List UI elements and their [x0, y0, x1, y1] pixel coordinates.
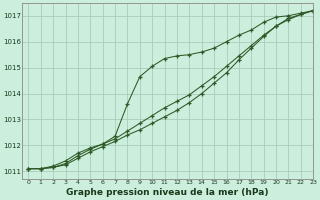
X-axis label: Graphe pression niveau de la mer (hPa): Graphe pression niveau de la mer (hPa) — [67, 188, 269, 197]
